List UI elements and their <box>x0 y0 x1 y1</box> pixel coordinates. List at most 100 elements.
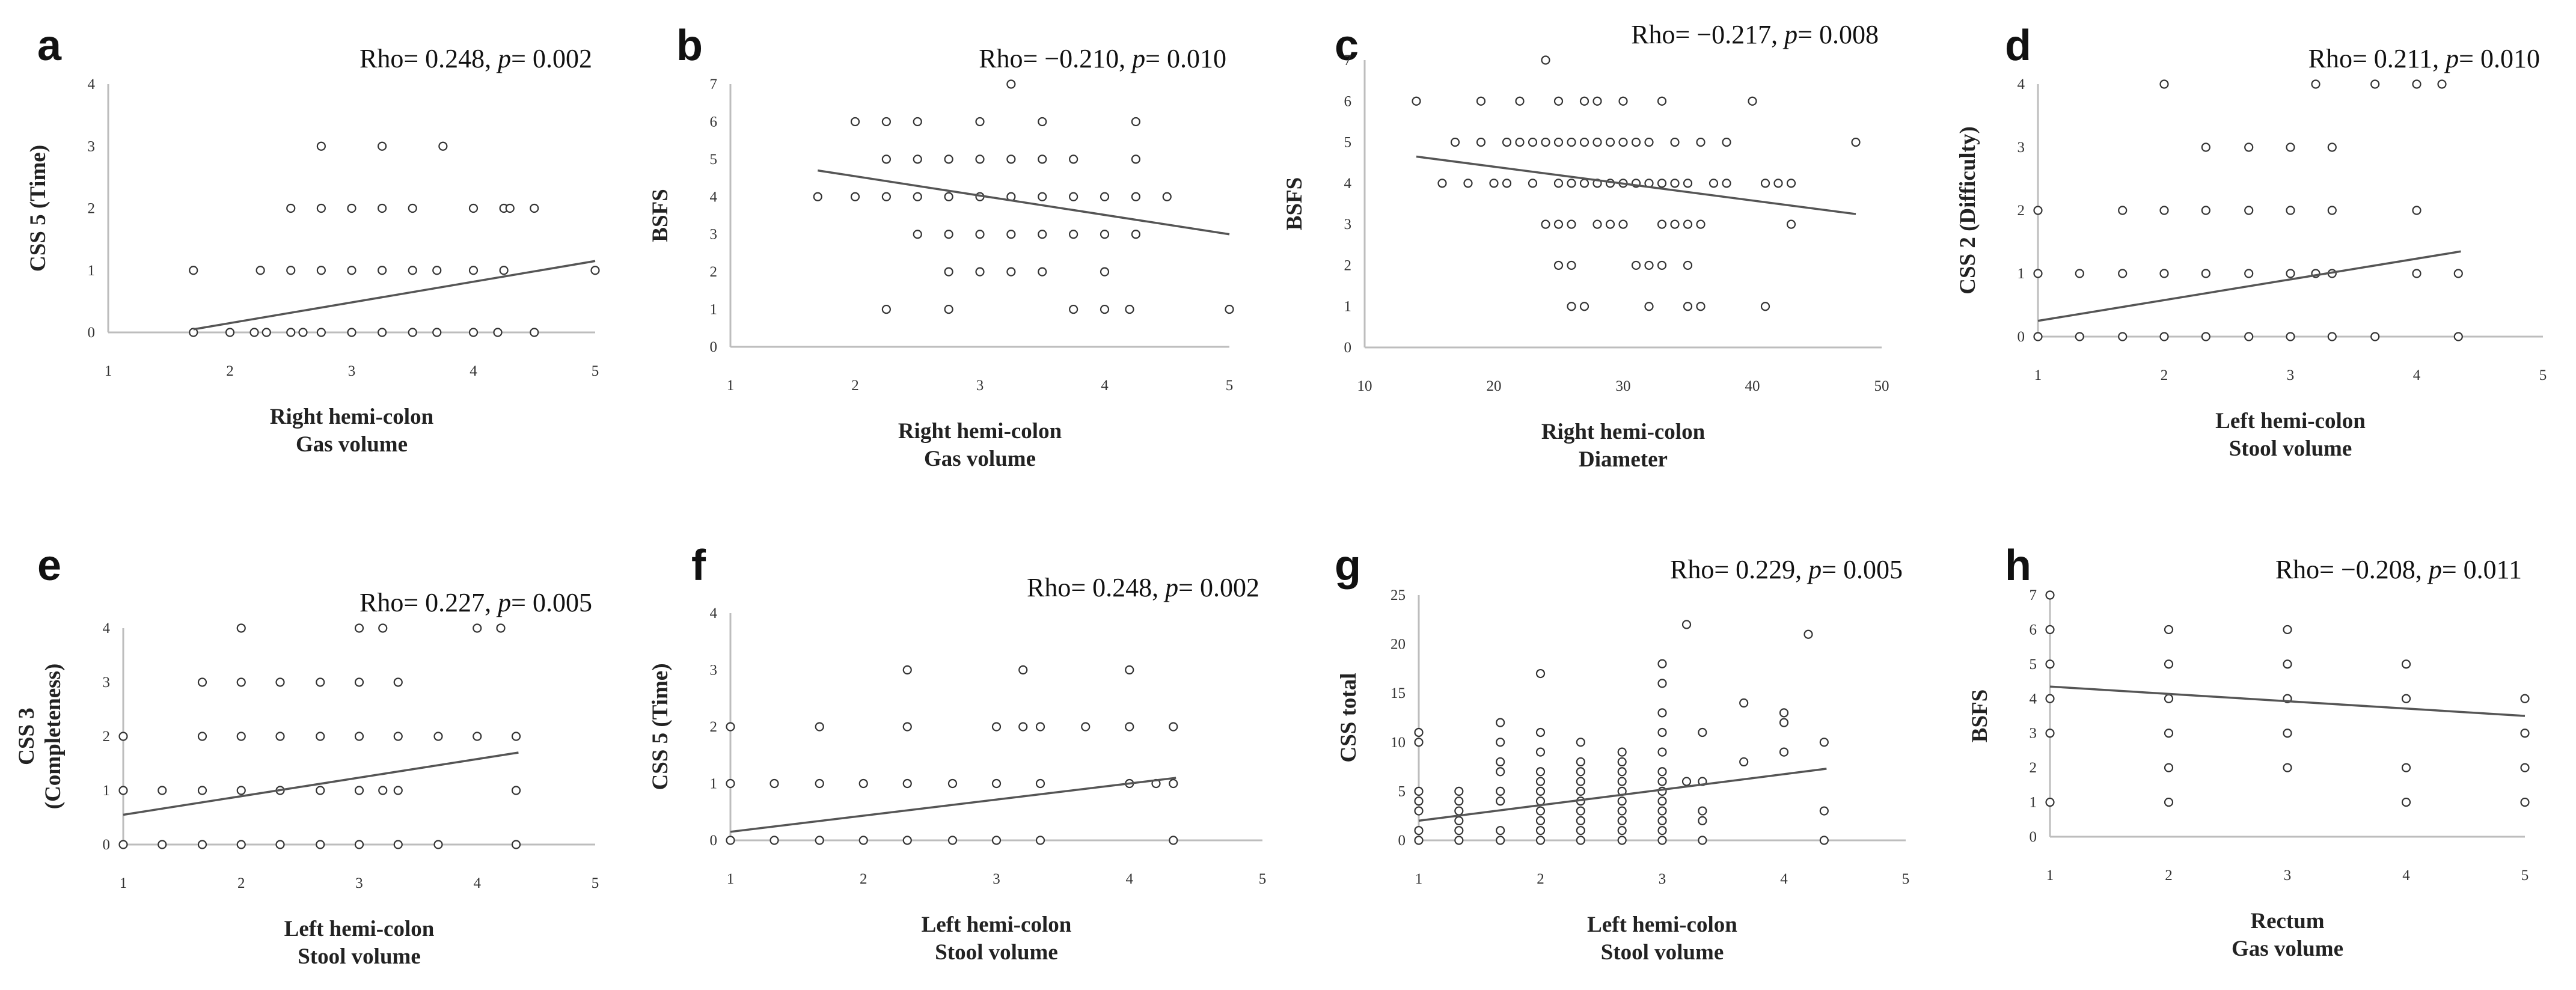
data-point <box>378 328 387 337</box>
data-point <box>1657 836 1667 845</box>
data-point <box>189 266 198 275</box>
y-tick-label: 0 <box>1398 833 1406 849</box>
data-point <box>1670 219 1680 229</box>
x-tick-label: 2 <box>860 871 867 887</box>
data-point <box>1617 747 1627 757</box>
data-point <box>2201 332 2210 341</box>
data-point <box>347 266 356 275</box>
y-tick-label: 0 <box>710 833 718 849</box>
chart-panel-f: f Rho= 0.248, p= 0.002 0 1 2 3 4 1 2 3 4 5 Left hemi… <box>648 542 1266 965</box>
data-point <box>316 786 325 795</box>
data-point <box>2520 729 2530 738</box>
data-point <box>1657 96 1667 106</box>
x-tick-label: 3 <box>355 875 363 891</box>
data-point <box>1657 767 1667 777</box>
data-point <box>726 778 735 789</box>
data-point <box>378 623 388 633</box>
data-point <box>1698 806 1707 816</box>
data-point <box>1579 96 1589 106</box>
y-tick-label: 3 <box>103 674 111 691</box>
x-tick-label: 5 <box>1259 871 1267 887</box>
data-point <box>2286 269 2295 278</box>
data-point <box>2164 694 2174 703</box>
x-tick-label: 5 <box>1226 377 1234 394</box>
data-point <box>1476 137 1486 147</box>
data-point <box>1414 738 1424 747</box>
x-tick-label: 1 <box>120 875 127 891</box>
data-point <box>197 840 207 849</box>
data-point <box>378 141 387 151</box>
data-point <box>1553 137 1564 147</box>
data-point <box>1006 79 1016 89</box>
data-point <box>1100 267 1110 277</box>
y-tick-label: 15 <box>1390 685 1406 701</box>
data-point <box>1698 836 1707 845</box>
data-point <box>393 732 403 741</box>
data-point <box>1683 179 1693 188</box>
data-point <box>2118 269 2128 278</box>
data-point <box>1502 137 1512 147</box>
data-point <box>2283 625 2292 635</box>
data-point <box>1567 302 1576 311</box>
chart-panel-h: h Rho= −0.208, p= 0.011 0 1 2 3 4 5 6 7 1 2 3 4 5 Rectu… <box>1968 542 2530 961</box>
chart-panel-b: b Rho= −0.210, p= 0.010 0 1 2 3 4 5 6 7 1 2 3 4 5 Right… <box>648 22 1234 471</box>
x-axis-title: Stool volume <box>2229 436 2352 461</box>
y-tick-label: 4 <box>1344 176 1352 192</box>
data-point <box>1579 137 1589 147</box>
chart-panel-c: c Rho= −0.217, p= 0.008 0 1 2 3 4 5 6 7 10 20 30 40 50… <box>1282 20 1889 472</box>
data-point <box>286 328 296 337</box>
data-point <box>316 328 326 337</box>
data-point <box>1631 260 1641 270</box>
rho-value: Rho= 0.248, <box>1027 573 1165 602</box>
x-tick-label: 4 <box>2413 367 2421 383</box>
data-point <box>2045 797 2055 807</box>
rho-p-annotation: Rho= 0.211, p= 0.010 <box>2308 44 2540 73</box>
data-point <box>2159 206 2169 215</box>
data-point <box>255 266 265 275</box>
data-point <box>1450 137 1460 147</box>
y-tick-label: 3 <box>1344 216 1352 233</box>
data-point <box>1617 796 1627 806</box>
data-point <box>2201 269 2210 278</box>
data-point <box>2033 206 2043 215</box>
x-axis-title: Rectum <box>2250 909 2324 933</box>
x-tick-label: 3 <box>976 377 984 394</box>
p-value: = 0.002 <box>1178 573 1259 602</box>
x-tick-label: 20 <box>1487 378 1502 394</box>
data-point <box>2520 797 2530 807</box>
y-tick-label: 0 <box>710 339 718 355</box>
data-point <box>1162 192 1172 201</box>
y-tick-label: 2 <box>103 729 111 745</box>
data-point <box>1454 786 1464 796</box>
data-point <box>947 778 958 789</box>
x-tick-label: 10 <box>1357 378 1372 394</box>
data-point <box>1657 796 1667 806</box>
x-tick-label: 2 <box>2161 367 2168 383</box>
x-tick-label: 5 <box>592 875 599 891</box>
y-tick-label: 7 <box>2030 587 2037 603</box>
x-tick-label: 3 <box>2284 867 2292 884</box>
regression-line <box>1416 155 1856 215</box>
data-point <box>2327 206 2337 215</box>
data-point <box>1739 757 1749 767</box>
data-point <box>881 154 891 164</box>
data-point <box>913 117 922 127</box>
y-axis-title: BSFS <box>648 189 673 242</box>
data-point <box>1579 302 1589 311</box>
data-point <box>1657 260 1667 270</box>
data-point <box>1683 302 1693 311</box>
data-point <box>2283 659 2292 669</box>
data-point <box>505 203 515 213</box>
x-axis-title: Gas volume <box>2232 937 2343 961</box>
y-tick-label: 4 <box>2018 76 2025 93</box>
data-point <box>1541 55 1550 65</box>
rho-p-annotation: Rho= 0.248, p= 0.002 <box>1027 573 1259 602</box>
data-point <box>1496 796 1505 806</box>
data-point <box>1592 96 1602 106</box>
data-point <box>1617 757 1627 767</box>
data-point <box>1035 722 1045 732</box>
data-point <box>2159 269 2169 278</box>
data-point <box>2164 797 2174 807</box>
x-tick-label: 4 <box>470 363 477 379</box>
data-point <box>2370 332 2380 341</box>
